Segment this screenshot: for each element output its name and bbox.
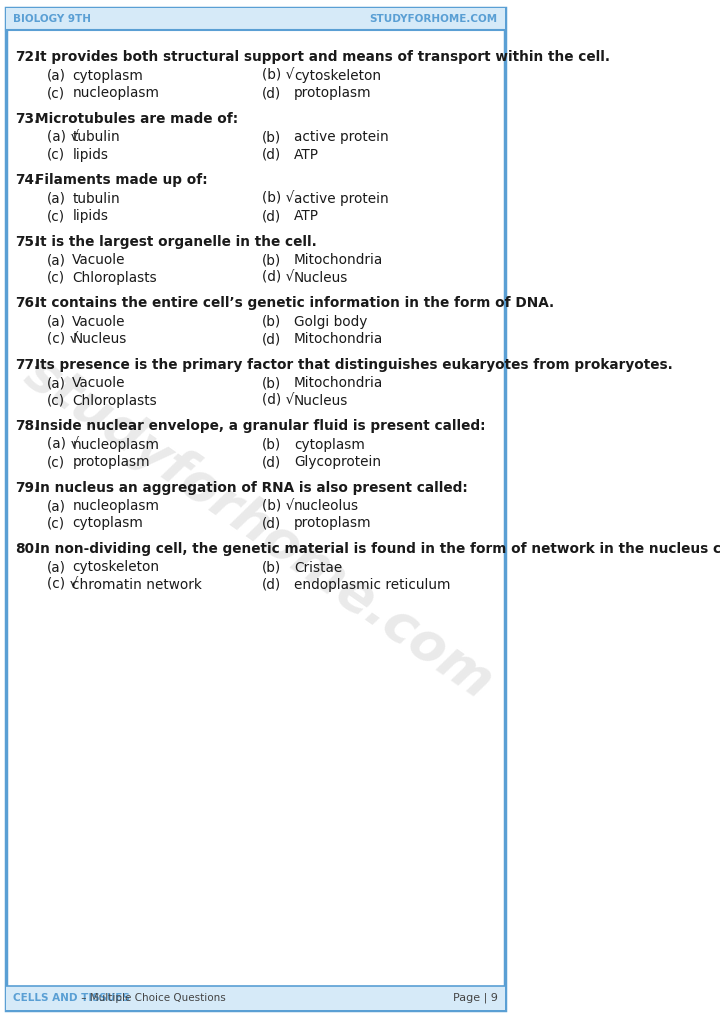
Text: ATP: ATP — [294, 209, 319, 223]
Text: nucleoplasm: nucleoplasm — [72, 499, 159, 513]
Text: (a): (a) — [47, 315, 66, 329]
Text: (a): (a) — [47, 499, 66, 513]
Text: Vacuole: Vacuole — [72, 376, 126, 390]
Text: tubulin: tubulin — [72, 191, 120, 206]
Bar — [6, 986, 505, 1010]
Text: protoplasm: protoplasm — [72, 455, 150, 469]
Text: It contains the entire cell’s genetic information in the form of DNA.: It contains the entire cell’s genetic in… — [35, 296, 554, 310]
Text: Page | 9: Page | 9 — [453, 993, 498, 1004]
Text: (b): (b) — [262, 561, 282, 574]
Text: (a): (a) — [47, 68, 66, 82]
Text: cytoplasm: cytoplasm — [294, 438, 365, 452]
Text: (a) √: (a) √ — [47, 438, 78, 452]
Text: (c) √: (c) √ — [47, 578, 78, 592]
Text: nucleoplasm: nucleoplasm — [72, 438, 159, 452]
Text: Cristae: Cristae — [294, 561, 342, 574]
Text: nucleolus: nucleolus — [294, 499, 359, 513]
Text: ATP: ATP — [294, 148, 319, 162]
Text: (a): (a) — [47, 253, 66, 267]
Text: Nucleus: Nucleus — [294, 271, 348, 284]
Text: (d): (d) — [262, 148, 282, 162]
Text: (c): (c) — [47, 86, 65, 100]
Text: Mitochondria: Mitochondria — [294, 332, 383, 346]
Text: (c): (c) — [47, 148, 65, 162]
Text: nucleoplasm: nucleoplasm — [72, 86, 159, 100]
Text: 80.: 80. — [16, 542, 40, 556]
Bar — [6, 8, 505, 30]
Text: 78.: 78. — [16, 419, 40, 433]
Text: Chloroplasts: Chloroplasts — [72, 394, 157, 407]
Text: (a): (a) — [47, 376, 66, 390]
Text: (d): (d) — [262, 209, 282, 223]
Text: 77.: 77. — [16, 357, 40, 372]
Text: cytoskeleton: cytoskeleton — [72, 561, 159, 574]
Text: – Multiple Choice Questions: – Multiple Choice Questions — [78, 993, 225, 1003]
Text: (d): (d) — [262, 332, 282, 346]
Text: (b): (b) — [262, 253, 282, 267]
Text: (b): (b) — [262, 130, 282, 144]
Text: studyforhome.com: studyforhome.com — [15, 346, 503, 710]
Text: (d): (d) — [262, 578, 282, 592]
Text: lipids: lipids — [72, 209, 108, 223]
Text: (d) √: (d) √ — [262, 394, 294, 407]
Text: Vacuole: Vacuole — [72, 315, 126, 329]
Text: (d) √: (d) √ — [262, 271, 294, 284]
Text: In nucleus an aggregation of RNA is also present called:: In nucleus an aggregation of RNA is also… — [35, 480, 468, 495]
Text: lipids: lipids — [72, 148, 108, 162]
Text: active protein: active protein — [294, 191, 389, 206]
Text: CELLS AND TISSUES: CELLS AND TISSUES — [13, 993, 130, 1003]
Text: (a): (a) — [47, 561, 66, 574]
Text: Its presence is the primary factor that distinguishes eukaryotes from prokaryote: Its presence is the primary factor that … — [35, 357, 673, 372]
Text: chromatin network: chromatin network — [72, 578, 202, 592]
Text: STUDYFORHOME.COM: STUDYFORHOME.COM — [369, 14, 498, 24]
Text: (b) √: (b) √ — [262, 191, 294, 206]
Text: 74.: 74. — [16, 173, 40, 187]
Text: Golgi body: Golgi body — [294, 315, 367, 329]
Text: It is the largest organelle in the cell.: It is the largest organelle in the cell. — [35, 234, 318, 248]
Text: cytoplasm: cytoplasm — [72, 516, 143, 530]
Text: (b) √: (b) √ — [262, 499, 294, 513]
Text: Chloroplasts: Chloroplasts — [72, 271, 157, 284]
Text: (b): (b) — [262, 438, 282, 452]
Text: endoplasmic reticulum: endoplasmic reticulum — [294, 578, 451, 592]
Text: It provides both structural support and means of transport within the cell.: It provides both structural support and … — [35, 50, 611, 64]
Text: (b) √: (b) √ — [262, 68, 294, 82]
Text: (b): (b) — [262, 315, 282, 329]
Text: Microtubules are made of:: Microtubules are made of: — [35, 112, 238, 125]
Text: 73.: 73. — [16, 112, 40, 125]
Text: (c): (c) — [47, 209, 65, 223]
Text: Mitochondria: Mitochondria — [294, 376, 383, 390]
Text: (c): (c) — [47, 271, 65, 284]
Text: 75.: 75. — [16, 234, 40, 248]
Text: Nucleus: Nucleus — [294, 394, 348, 407]
Text: Filaments made up of:: Filaments made up of: — [35, 173, 208, 187]
Text: Mitochondria: Mitochondria — [294, 253, 383, 267]
Text: cytoplasm: cytoplasm — [72, 68, 143, 82]
Text: (a): (a) — [47, 191, 66, 206]
Text: active protein: active protein — [294, 130, 389, 144]
Text: (c) √: (c) √ — [47, 332, 78, 346]
Text: (c): (c) — [47, 516, 65, 530]
Text: (c): (c) — [47, 394, 65, 407]
Text: Inside nuclear envelope, a granular fluid is present called:: Inside nuclear envelope, a granular flui… — [35, 419, 486, 433]
Text: (b): (b) — [262, 376, 282, 390]
Text: tubulin: tubulin — [72, 130, 120, 144]
Text: cytoskeleton: cytoskeleton — [294, 68, 381, 82]
Text: 72.: 72. — [16, 50, 40, 64]
Text: 76.: 76. — [16, 296, 40, 310]
Text: BIOLOGY 9TH: BIOLOGY 9TH — [13, 14, 91, 24]
Text: (d): (d) — [262, 516, 282, 530]
Text: (d): (d) — [262, 455, 282, 469]
Text: protoplasm: protoplasm — [294, 516, 372, 530]
Text: Nucleus: Nucleus — [72, 332, 127, 346]
Text: In non-dividing cell, the genetic material is found in the form of network in th: In non-dividing cell, the genetic materi… — [35, 542, 720, 556]
Text: protoplasm: protoplasm — [294, 86, 372, 100]
Text: 79.: 79. — [16, 480, 40, 495]
Text: (c): (c) — [47, 455, 65, 469]
Text: Vacuole: Vacuole — [72, 253, 126, 267]
Text: Glycoprotein: Glycoprotein — [294, 455, 381, 469]
Text: (a) √: (a) √ — [47, 130, 78, 144]
Text: (d): (d) — [262, 86, 282, 100]
